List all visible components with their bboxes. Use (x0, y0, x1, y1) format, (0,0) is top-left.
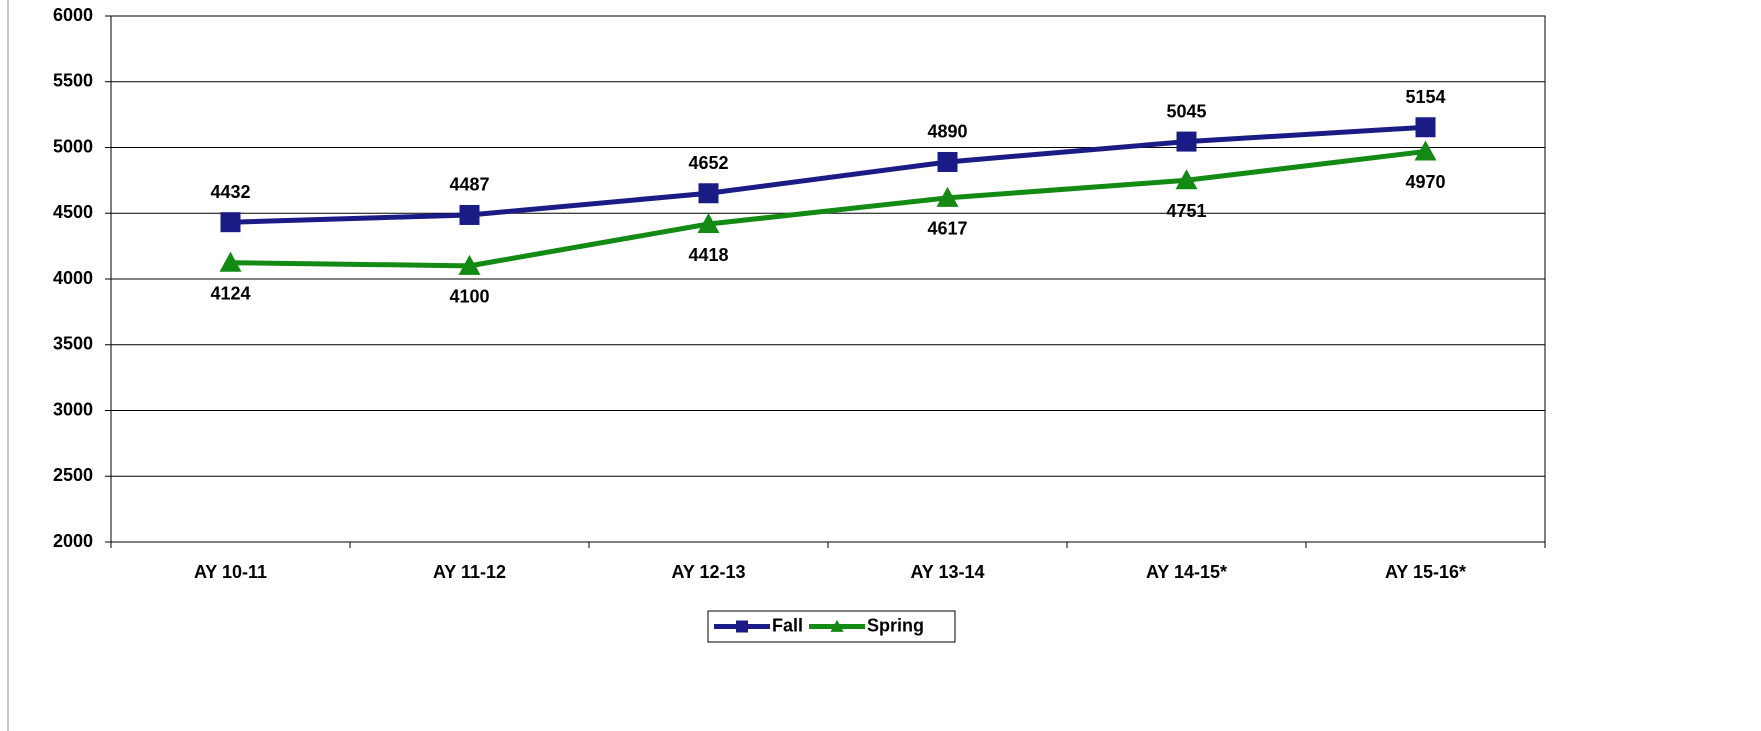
series-line (230, 124, 1426, 225)
y-tick-label: 2000 (53, 531, 93, 551)
data-label: 4890 (927, 122, 967, 142)
data-label: 4617 (927, 219, 967, 239)
marker (830, 619, 844, 632)
data-label: 4970 (1405, 172, 1445, 192)
data-label: 4124 (210, 283, 250, 303)
y-tick-label: 5500 (53, 71, 93, 91)
x-tick-label: AY 11-12 (433, 562, 506, 582)
marker (1415, 117, 1436, 138)
marker (458, 254, 481, 275)
data-label: 4751 (1166, 201, 1206, 221)
y-tick-label: 3500 (53, 334, 93, 354)
x-tick-label: AY 15-16* (1385, 562, 1466, 582)
data-label: 5154 (1405, 87, 1445, 107)
y-tick-label: 4000 (53, 268, 93, 288)
data-label: 4432 (210, 182, 250, 202)
y-tick-label: 6000 (53, 5, 93, 25)
marker (936, 186, 959, 207)
x-tick-label: AY 10-11 (194, 562, 267, 582)
x-tick-label: AY 14-15* (1146, 562, 1227, 582)
marker (459, 204, 480, 225)
marker (937, 151, 958, 172)
x-tick-label: AY 13-14 (910, 562, 984, 582)
data-label: 4652 (688, 153, 728, 173)
marker (1414, 140, 1437, 161)
marker (698, 183, 719, 204)
marker (736, 620, 748, 633)
marker (219, 251, 242, 272)
marker (697, 213, 720, 234)
x-tick-label: AY 12-13 (671, 562, 745, 582)
data-label: 4100 (449, 287, 489, 307)
legend-label: Spring (867, 615, 924, 635)
marker (220, 212, 241, 233)
data-label: 5045 (1166, 101, 1206, 121)
data-label: 4418 (688, 245, 728, 265)
legend-label: Fall (772, 615, 803, 635)
y-tick-label: 5000 (53, 136, 93, 156)
series-line (230, 148, 1426, 269)
marker (1175, 169, 1198, 190)
y-tick-label: 4500 (53, 202, 93, 222)
marker (1176, 131, 1197, 152)
data-label: 4487 (449, 175, 489, 195)
y-tick-label: 2500 (53, 465, 93, 485)
y-tick-label: 3000 (53, 399, 93, 419)
